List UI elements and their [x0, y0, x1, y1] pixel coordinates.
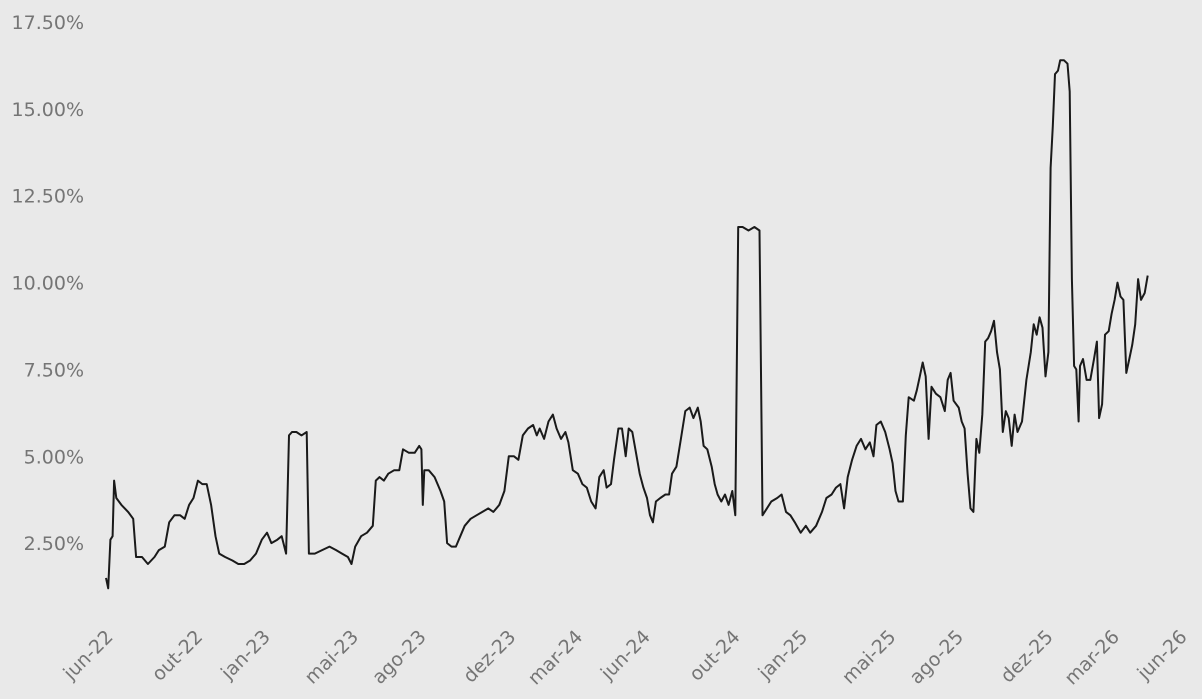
- y-tick-label: 12.50%: [12, 186, 84, 208]
- series-line: [105, 59, 1149, 590]
- y-tick-label: 5.00%: [24, 446, 84, 468]
- y-tick-label: 15.00%: [12, 99, 84, 121]
- y-tick-label: 17.50%: [12, 12, 84, 34]
- series-layer: [105, 59, 1149, 590]
- y-axis-ticks: 2.50% 5.00% 7.50% 10.00% 12.50% 15.00% 17.50%: [12, 12, 84, 555]
- y-tick-label: 2.50%: [24, 533, 84, 555]
- y-tick-label: 7.50%: [24, 359, 84, 381]
- y-tick-label: 10.00%: [12, 273, 84, 295]
